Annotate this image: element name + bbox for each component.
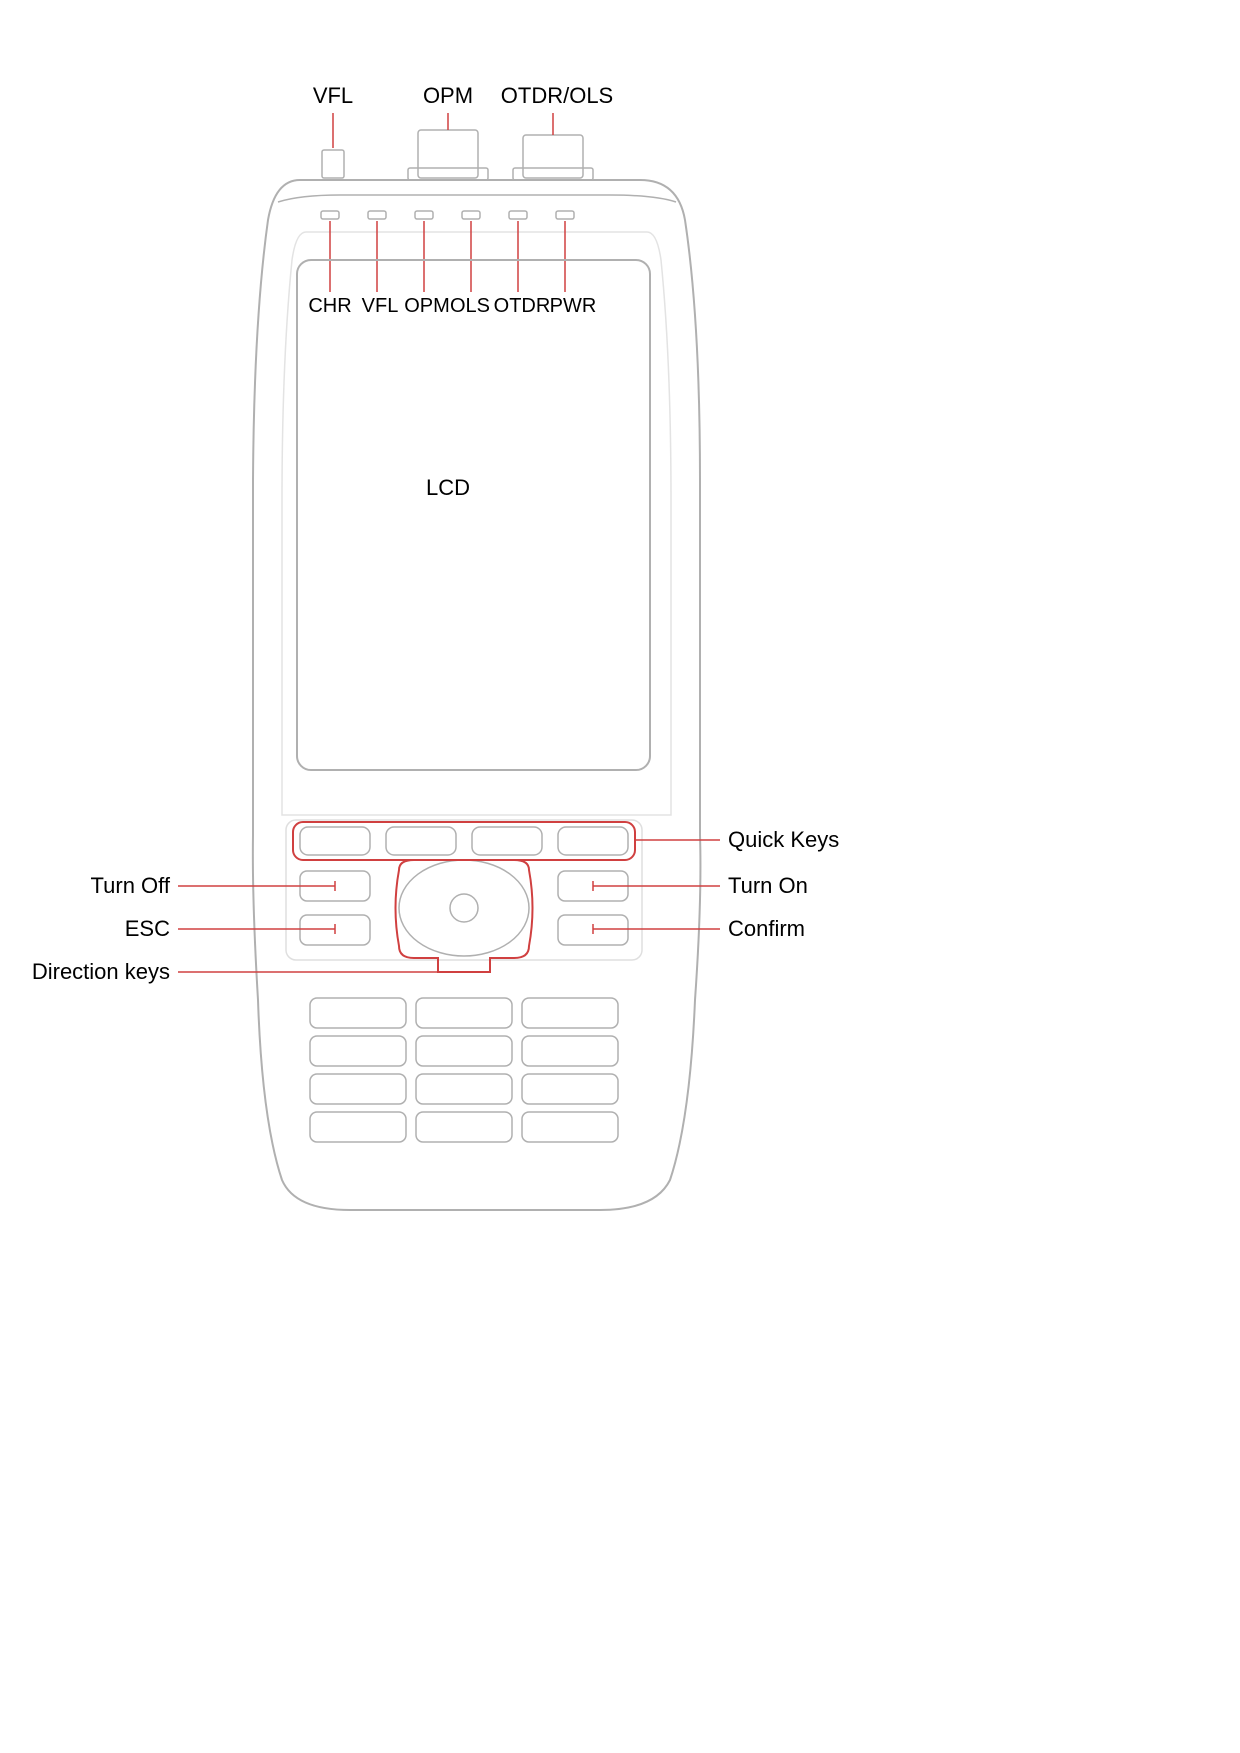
label-led-otdr: OTDR — [494, 295, 551, 317]
highlight-dpad — [396, 860, 533, 972]
led-chr — [321, 211, 339, 219]
device-diagram: VFL OPM OTDR/OLS CHR VFL OPM OLS OTDR PW… — [0, 0, 1240, 1753]
dpad-center — [450, 894, 478, 922]
port-vfl — [322, 150, 344, 178]
quick-keys-row — [300, 827, 628, 855]
led-opm — [415, 211, 433, 219]
label-led-pwr: PWR — [550, 295, 597, 317]
label-turn-off: Turn Off — [91, 873, 171, 898]
numkey-r1c3 — [522, 998, 618, 1028]
numkey-r2c1 — [310, 1036, 406, 1066]
numkey-r3c1 — [310, 1074, 406, 1104]
label-port-opm: OPM — [423, 83, 473, 108]
label-port-otdr-ols: OTDR/OLS — [501, 83, 613, 108]
numkey-r2c2 — [416, 1036, 512, 1066]
led-row — [321, 211, 574, 219]
keypad-panel — [286, 820, 642, 960]
numkey-r3c3 — [522, 1074, 618, 1104]
led-pwr — [556, 211, 574, 219]
numkey-r4c1 — [310, 1112, 406, 1142]
port-opm — [418, 130, 478, 178]
quick-key-4 — [558, 827, 628, 855]
label-led-chr: CHR — [308, 295, 351, 317]
numkey-r1c1 — [310, 998, 406, 1028]
dpad-outer — [399, 860, 529, 956]
led-ols — [462, 211, 480, 219]
quick-key-1 — [300, 827, 370, 855]
port-otdr-ols — [523, 135, 583, 178]
label-direction-keys: Direction keys — [32, 959, 170, 984]
label-led-opm: OPM — [404, 295, 450, 317]
label-led-vfl: VFL — [362, 295, 399, 317]
device-body — [253, 180, 701, 1210]
quick-key-2 — [386, 827, 456, 855]
label-confirm: Confirm — [728, 916, 805, 941]
device-inner-outline — [282, 232, 671, 815]
numkey-r4c2 — [416, 1112, 512, 1142]
label-quick-keys: Quick Keys — [728, 827, 839, 852]
lcd-screen — [297, 260, 650, 770]
label-lcd: LCD — [426, 475, 470, 500]
numkey-r3c2 — [416, 1074, 512, 1104]
label-turn-on: Turn On — [728, 873, 808, 898]
label-esc: ESC — [125, 916, 170, 941]
label-port-vfl: VFL — [313, 83, 353, 108]
device-top-collar — [278, 195, 676, 202]
quick-key-3 — [472, 827, 542, 855]
led-vfl — [368, 211, 386, 219]
led-otdr — [509, 211, 527, 219]
label-led-ols: OLS — [450, 295, 490, 317]
numkey-r4c3 — [522, 1112, 618, 1142]
numpad — [310, 998, 618, 1142]
numkey-r1c2 — [416, 998, 512, 1028]
numkey-r2c3 — [522, 1036, 618, 1066]
